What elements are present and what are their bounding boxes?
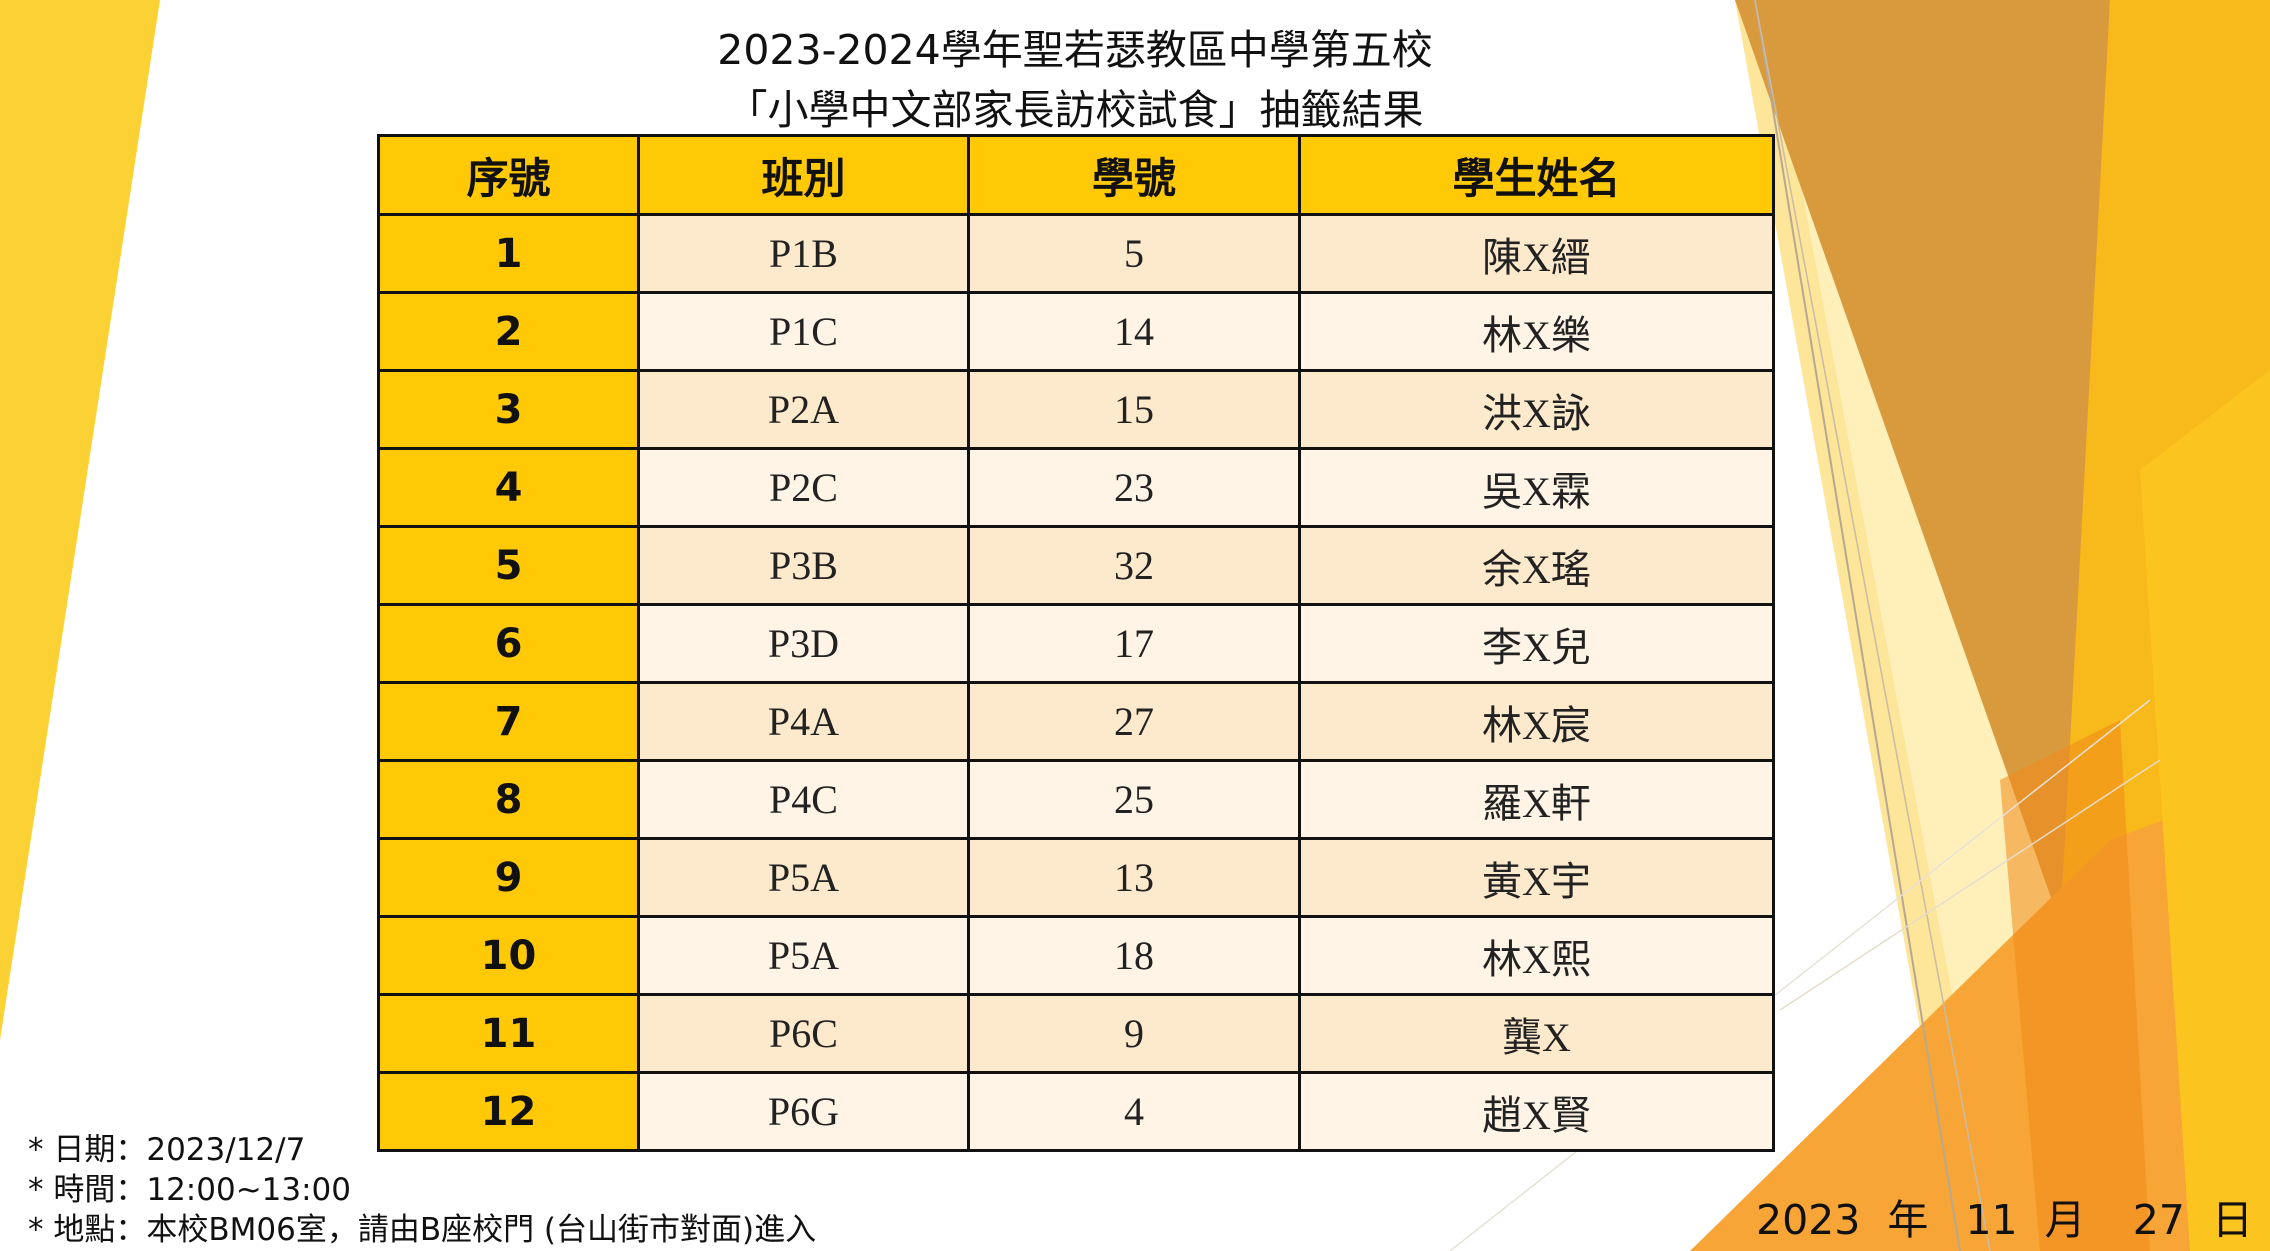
- cell-student-name: 洪X詠: [1298, 369, 1775, 450]
- cell-class: P3D: [637, 603, 970, 684]
- cell-student-number: 25: [967, 759, 1301, 840]
- header-class: 班別: [637, 134, 970, 216]
- cell-student-name: 余X瑤: [1298, 525, 1775, 606]
- cell-student-number: 14: [967, 291, 1301, 372]
- cell-seq: 5: [377, 525, 640, 606]
- date-month-unit: 月: [2044, 1196, 2086, 1244]
- table-row: 8 P4C 25 羅X軒: [377, 759, 1775, 840]
- cell-student-number: 27: [967, 681, 1301, 762]
- cell-class: P4A: [637, 681, 970, 762]
- cell-student-number: 13: [967, 837, 1301, 918]
- cell-student-name: 黃X宇: [1298, 837, 1775, 918]
- header-student-name: 學生姓名: [1298, 134, 1775, 216]
- thin-line-3: [1779, 759, 2161, 1011]
- thin-line-4: [1449, 699, 2151, 1251]
- cell-seq: 7: [377, 681, 640, 762]
- cell-student-number: 18: [967, 915, 1301, 996]
- cell-seq: 9: [377, 837, 640, 918]
- cell-class: P2A: [637, 369, 970, 450]
- table-row: 9 P5A 13 黃X宇: [377, 837, 1775, 918]
- cell-seq: 11: [377, 993, 640, 1074]
- cell-class: P3B: [637, 525, 970, 606]
- cell-class: P1B: [637, 213, 970, 294]
- cell-student-number: 23: [967, 447, 1301, 528]
- event-notes: * 日期：2023/12/7 * 時間：12:00~13:00 * 地點：本校B…: [28, 1130, 816, 1250]
- cell-class: P6C: [637, 993, 970, 1074]
- cell-class: P1C: [637, 291, 970, 372]
- cell-student-name: 林X熙: [1298, 915, 1775, 996]
- cell-student-number: 15: [967, 369, 1301, 450]
- cell-student-name: 李X兒: [1298, 603, 1775, 684]
- right-orange-overlap: [2000, 720, 2150, 1251]
- cell-student-name: 吳X霖: [1298, 447, 1775, 528]
- cell-student-name: 林X樂: [1298, 291, 1775, 372]
- draw-results-table: 序號 班別 學號 學生姓名 1 P1B 5 陳X縉 2 P1C 14 林X樂 3…: [377, 134, 1775, 1152]
- document-date: 2023 年 11 月 27 日: [1756, 1186, 2253, 1246]
- date-day: 27: [2132, 1196, 2185, 1244]
- date-year: 2023: [1756, 1196, 1861, 1244]
- table-row: 4 P2C 23 吳X霖: [377, 447, 1775, 528]
- right-brown-wedge: [1735, 0, 2110, 980]
- cell-student-number: 32: [967, 525, 1301, 606]
- table-row: 2 P1C 14 林X樂: [377, 291, 1775, 372]
- note-location: * 地點：本校BM06室，請由B座校門 (台山街市對面)進入: [28, 1212, 817, 1248]
- page-title-line-2: 「小學中文部家長訪校試食」抽籤結果: [726, 86, 1424, 134]
- cell-student-number: 9: [967, 993, 1301, 1074]
- page-title-line-1: 2023-2024學年聖若瑟教區中學第五校: [717, 26, 1433, 74]
- thin-line-2: [1754, 0, 1991, 1251]
- cell-class: P6G: [637, 1071, 970, 1152]
- cell-seq: 4: [377, 447, 640, 528]
- cell-seq: 1: [377, 213, 640, 294]
- cell-student-number: 4: [967, 1071, 1301, 1152]
- table-row: 11 P6C 9 龔X: [377, 993, 1775, 1074]
- cell-student-name: 林X宸: [1298, 681, 1775, 762]
- table-row: 1 P1B 5 陳X縉: [377, 213, 1775, 294]
- table-row: 3 P2A 15 洪X詠: [377, 369, 1775, 450]
- cell-seq: 10: [377, 915, 640, 996]
- table-header-row: 序號 班別 學號 學生姓名: [377, 134, 1775, 216]
- cell-seq: 2: [377, 291, 640, 372]
- date-month: 11: [1965, 1196, 2018, 1244]
- table-row: 12 P6G 4 趙X賢: [377, 1071, 1775, 1152]
- header-student-number: 學號: [967, 134, 1301, 216]
- cell-student-name: 龔X: [1298, 993, 1775, 1074]
- cell-student-name: 趙X賢: [1298, 1071, 1775, 1152]
- date-day-unit: 日: [2211, 1196, 2253, 1244]
- left-wedge-shape: [0, 0, 160, 1040]
- cell-student-name: 羅X軒: [1298, 759, 1775, 840]
- cell-seq: 8: [377, 759, 640, 840]
- cell-class: P5A: [637, 915, 970, 996]
- cell-seq: 12: [377, 1071, 640, 1152]
- note-time: * 時間：12:00~13:00: [28, 1172, 352, 1208]
- header-seq: 序號: [377, 134, 640, 216]
- cell-student-number: 17: [967, 603, 1301, 684]
- cell-student-name: 陳X縉: [1298, 213, 1775, 294]
- table-row: 7 P4A 27 林X宸: [377, 681, 1775, 762]
- cell-class: P2C: [637, 447, 970, 528]
- date-year-unit: 年: [1887, 1196, 1929, 1244]
- right-yellow-overlap: [2140, 370, 2270, 1251]
- table-row: 10 P5A 18 林X熙: [377, 915, 1775, 996]
- table-row: 5 P3B 32 余X瑤: [377, 525, 1775, 606]
- note-date: * 日期：2023/12/7: [28, 1132, 306, 1168]
- cell-student-number: 5: [967, 213, 1301, 294]
- table-row: 6 P3D 17 李X兒: [377, 603, 1775, 684]
- cell-seq: 6: [377, 603, 640, 684]
- cell-class: P4C: [637, 759, 970, 840]
- cell-class: P5A: [637, 837, 970, 918]
- thin-line-1: [1754, 0, 1961, 1251]
- cell-seq: 3: [377, 369, 640, 450]
